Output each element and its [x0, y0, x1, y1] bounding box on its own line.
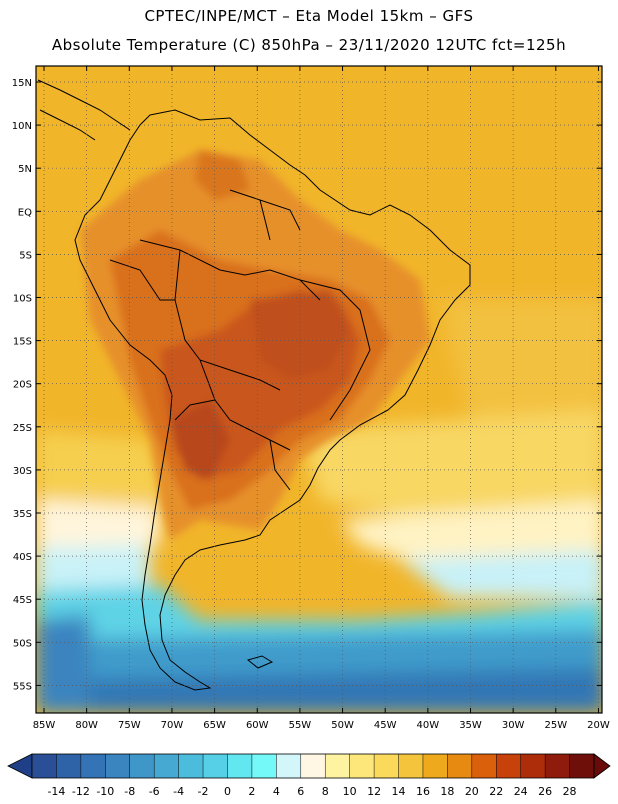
colorbar-segment [569, 754, 595, 778]
lat-label: 55S [13, 681, 32, 692]
colorbar-segment [349, 754, 375, 778]
longitude-labels: 85W 80W 75W 70W 65W 60W 55W 50W 45W 40W 35W 30W 25W 2… [33, 720, 610, 731]
lat-label: 5N [18, 164, 32, 175]
colorbar-tick-label: -10 [96, 785, 114, 798]
colorbar-segment [471, 754, 497, 778]
colorbar-tick-label: 18 [440, 785, 454, 798]
colorbar-segment [32, 754, 57, 778]
lat-label: 50S [13, 638, 32, 649]
colorbar-segment [251, 754, 277, 778]
colorbar-tick-label: 26 [538, 785, 552, 798]
colorbar-tick-label: -14 [47, 785, 65, 798]
falkland-islands [246, 655, 274, 669]
lon-label: 25W [544, 720, 567, 731]
colorbar-tick-label: 12 [367, 785, 381, 798]
colorbar-segment [56, 754, 82, 778]
colorbar-segment [129, 754, 155, 778]
lat-label: 45S [13, 595, 32, 606]
colorbar-tick-label: 6 [297, 785, 304, 798]
axis-ticks [36, 66, 602, 713]
colorbar-right-extend [593, 753, 611, 779]
lon-label: 35W [459, 720, 482, 731]
lat-label: 15S [13, 337, 32, 348]
colorbar-labels: -14 -12 -10 -8 -6 -4 -2 0 2 4 6 8 10 12 14 16 18 20 22 24 26… [47, 785, 576, 798]
south-america-coastline [74, 109, 471, 691]
colorbar-segment [154, 754, 179, 778]
lon-label: 80W [75, 720, 98, 731]
lat-label: 15N [12, 78, 32, 89]
map-frame [35, 65, 603, 714]
lat-label: 35S [13, 509, 32, 520]
colorbar-tick-label: 4 [273, 785, 280, 798]
colorbar-segment [545, 754, 570, 778]
colorbar-segment [520, 754, 546, 778]
lon-label: 65W [203, 720, 226, 731]
lat-label: 40S [13, 552, 32, 563]
lon-label: 30W [502, 720, 525, 731]
central-america-coastline [37, 79, 131, 141]
colorbar-segment [105, 754, 131, 778]
colorbar-segment [398, 754, 424, 778]
lon-label: 40W [417, 720, 440, 731]
country-borders [109, 189, 371, 491]
lat-label: EQ [18, 207, 32, 218]
lon-label: 60W [246, 720, 269, 731]
lat-label: 10N [12, 121, 32, 132]
lon-label: 75W [118, 720, 141, 731]
colorbar-segment [374, 754, 399, 778]
lat-label: 30S [13, 466, 32, 477]
lon-label: 50W [331, 720, 354, 731]
colorbar-segment [178, 754, 204, 778]
colorbar-tick-label: -4 [173, 785, 184, 798]
lon-label: 85W [33, 720, 56, 731]
colorbar-segment [447, 754, 473, 778]
colorbar-segment [300, 754, 326, 778]
colorbar-tick-label: 8 [322, 785, 329, 798]
colorbar-tick-label: 10 [343, 785, 357, 798]
chart-title-line1: CPTEC/INPE/MCT – Eta Model 15km – GFS [144, 7, 474, 25]
colorbar-segment [203, 754, 228, 778]
colorbar-segment [422, 754, 448, 778]
lat-label: 20S [13, 380, 32, 391]
lon-label: 70W [161, 720, 184, 731]
colorbar-tick-label: 14 [392, 785, 406, 798]
lon-label: 55W [289, 720, 312, 731]
colorbar-tick-label: 28 [563, 785, 577, 798]
lon-label: 20W [587, 720, 610, 731]
colorbar-segment [496, 754, 521, 778]
lon-label: 45W [374, 720, 397, 731]
colorbar [7, 753, 611, 779]
coastlines [37, 79, 471, 691]
chart-title-line2: Absolute Temperature (C) 850hPa – 23/11/… [51, 36, 567, 54]
latitude-labels: 15N 10N 5N EQ 5S 10S 15S 20S 25S 30S 35S 40S 45S 50S 5… [12, 78, 32, 692]
lat-label: 10S [13, 294, 32, 305]
colorbar-left-extend [7, 753, 33, 779]
colorbar-tick-label: 2 [248, 785, 255, 798]
colorbar-segment [325, 754, 350, 778]
colorbar-tick-label: 22 [489, 785, 503, 798]
colorbar-tick-label: -6 [149, 785, 160, 798]
colorbar-tick-label: -8 [124, 785, 135, 798]
colorbar-tick-label: 20 [465, 785, 479, 798]
lat-label: 5S [19, 250, 32, 261]
colorbar-segment [227, 754, 253, 778]
colorbar-segment [80, 754, 106, 778]
colorbar-tick-label: 24 [514, 785, 528, 798]
temperature-field [36, 66, 602, 713]
colorbar-segment [276, 754, 302, 778]
colorbar-tick-label: 16 [416, 785, 430, 798]
lat-label: 25S [13, 423, 32, 434]
colorbar-tick-label: 0 [224, 785, 231, 798]
colorbar-tick-label: -12 [72, 785, 90, 798]
colorbar-frame [31, 753, 595, 779]
colorbar-tick-label: -2 [198, 785, 209, 798]
